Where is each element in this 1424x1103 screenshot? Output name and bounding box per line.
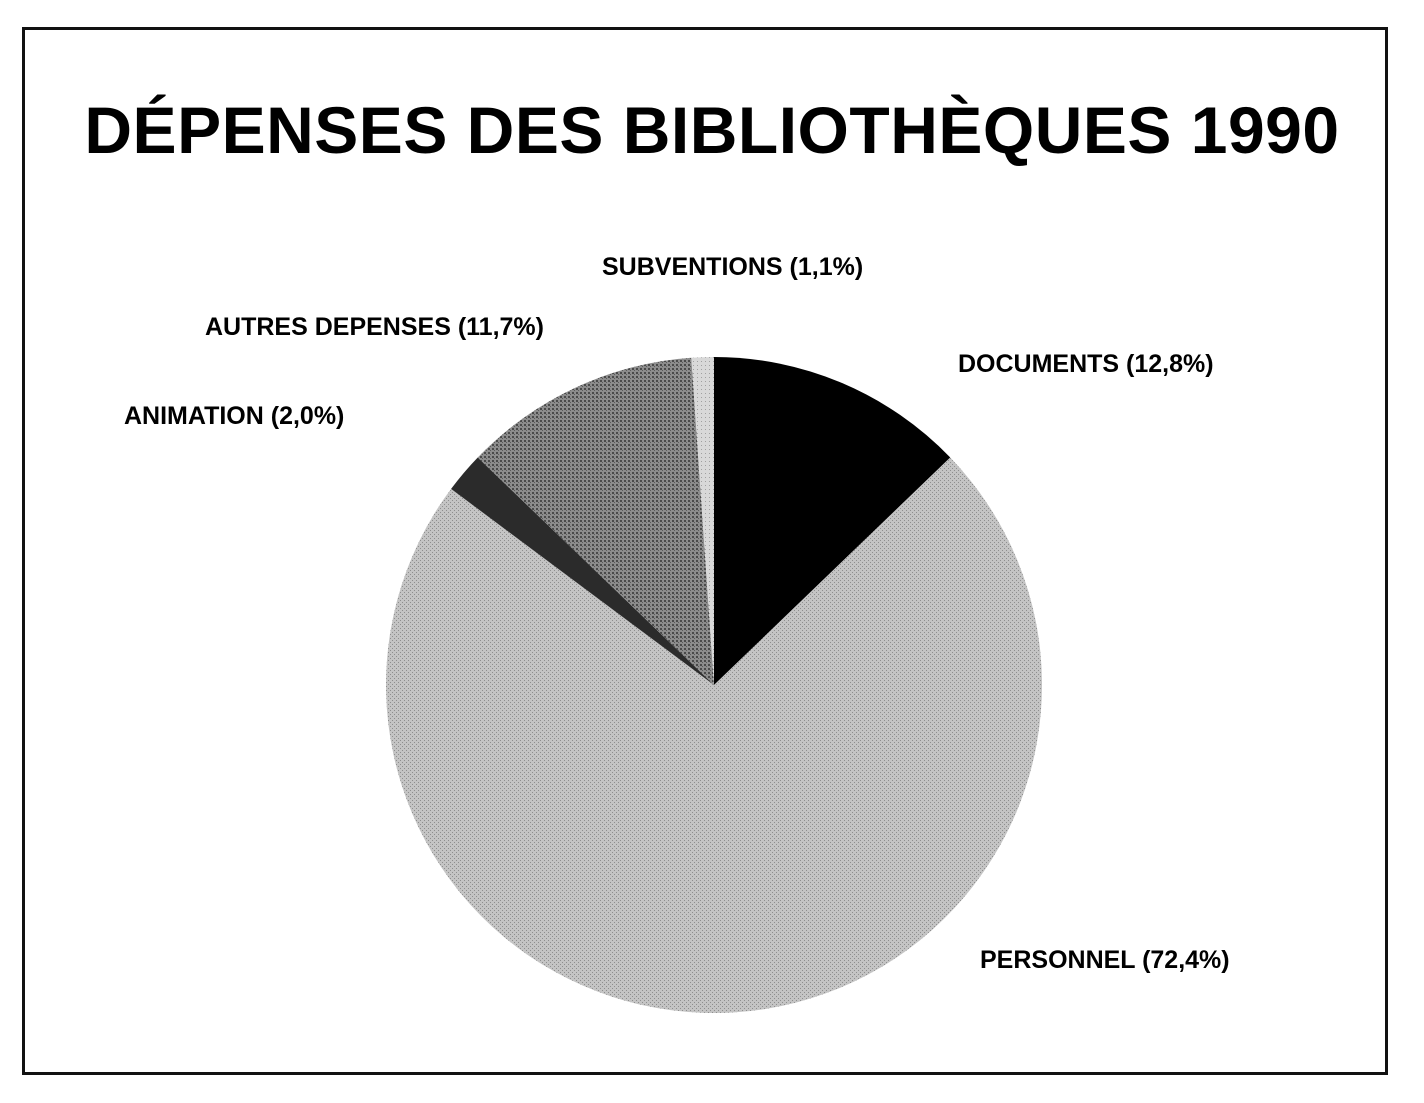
slice-label-documents: DOCUMENTS (12,8%) [958,350,1214,378]
slice-label-subventions: SUBVENTIONS (1,1%) [602,253,863,281]
pie-slice-personnel [386,457,1043,1014]
pie-slice-documents [714,357,951,685]
slice-label-animation: ANIMATION (2,0%) [124,402,344,430]
pie-labels: DOCUMENTS (12,8%) PERSONNEL (72,4%) ANIM… [124,253,1230,974]
pie-slice-animation [451,457,714,685]
slice-label-personnel: PERSONNEL (72,4%) [980,946,1230,974]
pie-slice-subventions [691,357,714,685]
chart-title: DÉPENSES DES BIBLIOTHÈQUES 1990 [84,93,1340,167]
pie-slices [386,357,1043,1014]
slice-label-autres-depenses: AUTRES DEPENSES (11,7%) [205,313,544,341]
pie-slice-autres-depenses [477,357,714,685]
